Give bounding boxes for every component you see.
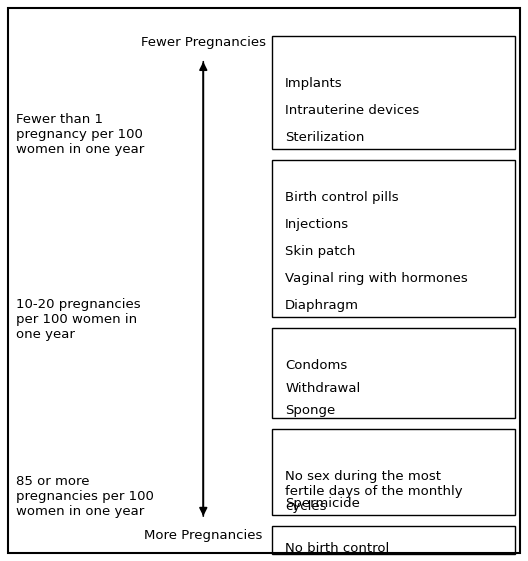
Text: Condoms: Condoms — [285, 360, 347, 373]
Text: 85 or more
pregnancies per 100
women in one year: 85 or more pregnancies per 100 women in … — [16, 475, 154, 518]
Text: No birth control: No birth control — [285, 542, 389, 555]
Text: Diaphragm: Diaphragm — [285, 300, 359, 312]
Text: Skin patch: Skin patch — [285, 245, 355, 258]
Text: More Pregnancies: More Pregnancies — [144, 529, 262, 542]
Text: Birth control pills: Birth control pills — [285, 191, 399, 204]
Text: Fewer than 1
pregnancy per 100
women in one year: Fewer than 1 pregnancy per 100 women in … — [16, 113, 144, 156]
Text: Sterilization: Sterilization — [285, 131, 364, 144]
Text: Sponge: Sponge — [285, 403, 335, 417]
Text: Fewer Pregnancies: Fewer Pregnancies — [141, 35, 266, 49]
Text: No sex during the most
fertile days of the monthly
cycles: No sex during the most fertile days of t… — [285, 470, 463, 513]
Text: Vaginal ring with hormones: Vaginal ring with hormones — [285, 272, 468, 285]
Text: Spermicide: Spermicide — [285, 497, 360, 510]
Text: Withdrawal: Withdrawal — [285, 381, 361, 394]
Text: 10-20 pregnancies
per 100 women in
one year: 10-20 pregnancies per 100 women in one y… — [16, 298, 140, 341]
Text: Implants: Implants — [285, 77, 343, 90]
Text: Injections: Injections — [285, 218, 349, 231]
Text: Intrauterine devices: Intrauterine devices — [285, 104, 419, 117]
